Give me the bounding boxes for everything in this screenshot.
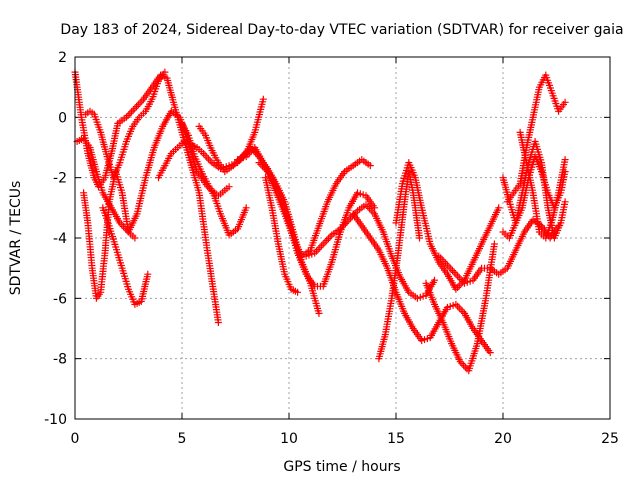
plus-markers <box>516 128 569 242</box>
x-tick-label: 10 <box>280 431 298 447</box>
x-tick-label: 20 <box>494 431 512 447</box>
x-axis-label: GPS time / hours <box>283 459 400 475</box>
series-track-3 <box>80 168 139 302</box>
series-track-21 <box>516 128 569 242</box>
plus-markers <box>99 204 152 308</box>
plus-markers <box>392 159 503 293</box>
y-tick-label: -10 <box>44 412 67 428</box>
series-track-17 <box>435 216 563 287</box>
series-track-13 <box>349 210 494 357</box>
plus-markers <box>82 68 169 182</box>
series-track-4 <box>99 204 152 308</box>
data-points <box>71 68 569 375</box>
chart-title: Day 183 of 2024, Sidereal Day-to-day VTE… <box>60 22 623 38</box>
plus-markers <box>435 216 563 287</box>
series-track-10 <box>255 156 374 260</box>
plus-markers <box>262 174 302 296</box>
y-tick-label: -6 <box>53 291 67 307</box>
plus-markers <box>255 156 374 260</box>
grid <box>75 57 610 419</box>
x-tick-label: 15 <box>387 431 405 447</box>
plus-markers <box>349 210 494 357</box>
series-track-7 <box>178 119 250 239</box>
plot-frame <box>74 56 611 420</box>
plus-markers <box>375 168 423 363</box>
series-track-15 <box>392 159 503 293</box>
series-track-5 <box>82 68 169 182</box>
y-tick-label: 0 <box>58 110 67 126</box>
x-tick-label: 0 <box>71 431 80 447</box>
y-tick-label: -4 <box>53 231 67 247</box>
y-tick-label: -2 <box>53 171 67 187</box>
series-track-11 <box>262 174 302 296</box>
plus-markers <box>178 119 250 239</box>
y-tick-label: -8 <box>53 352 67 368</box>
x-tick-label: 25 <box>601 431 619 447</box>
series-track-16 <box>422 240 498 375</box>
x-tick-label: 5 <box>178 431 187 447</box>
series-track-14 <box>375 168 423 363</box>
plus-markers <box>80 168 139 302</box>
y-tick-label: 2 <box>58 50 67 66</box>
y-axis-label: SDTVAR / TECUs <box>8 181 24 296</box>
plus-markers <box>422 240 498 375</box>
